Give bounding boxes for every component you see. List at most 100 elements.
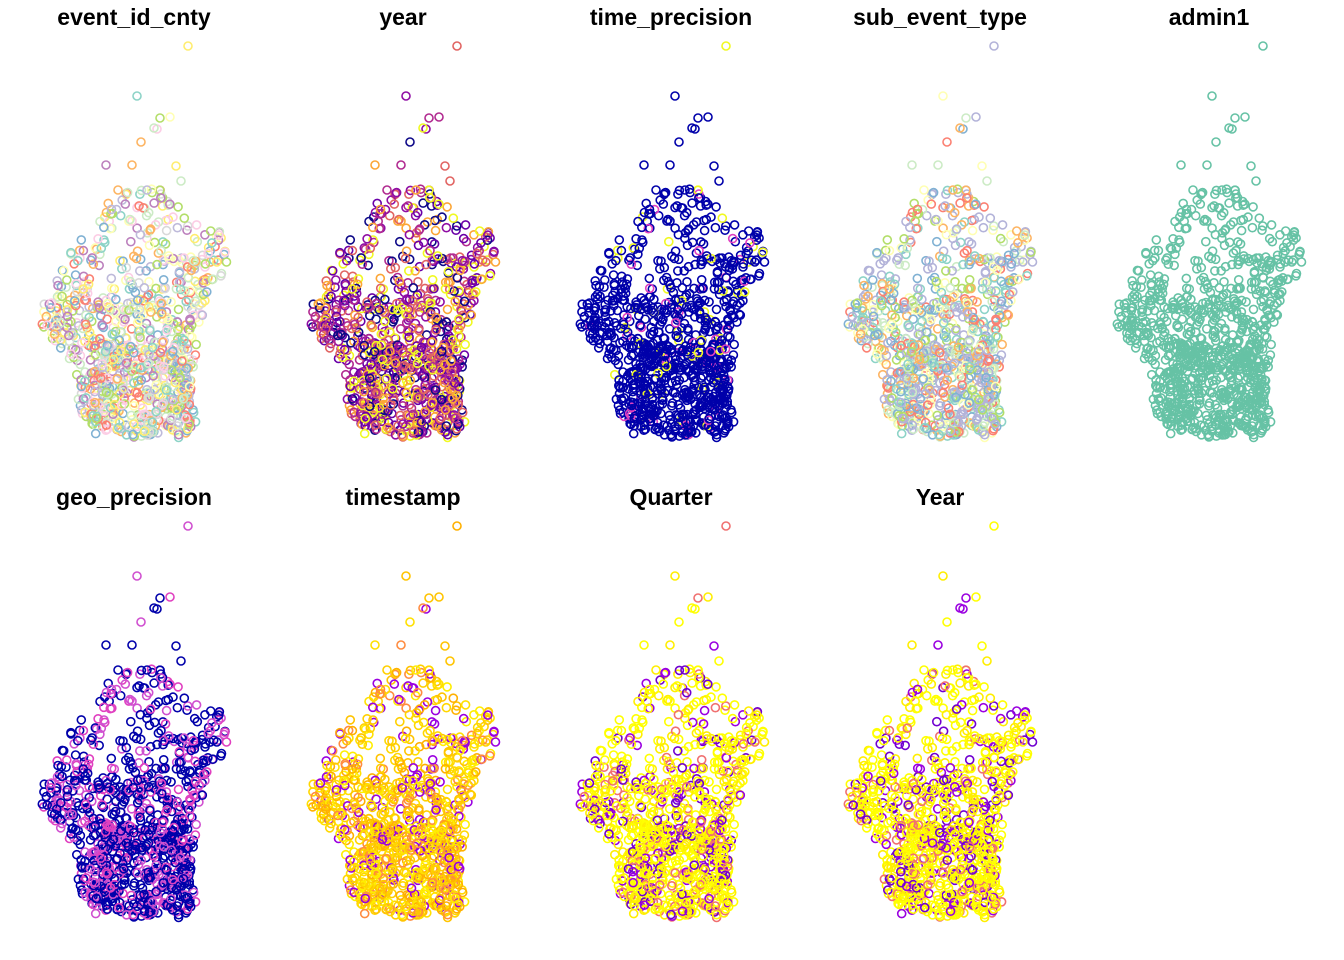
scatter-point [154, 296, 165, 307]
scatter-point [116, 346, 126, 356]
scatter-point [160, 283, 170, 294]
scatter-point [80, 376, 90, 387]
scatter-point [122, 187, 133, 198]
scatter-point [394, 236, 405, 247]
scatter-point [380, 294, 390, 305]
scatter-point [135, 254, 146, 265]
scatter-point [403, 266, 414, 276]
scatter-point [171, 161, 181, 171]
scatter-point [129, 419, 139, 429]
scatter-point [93, 297, 103, 307]
scatter-point [161, 385, 172, 395]
scatter-point [162, 325, 172, 335]
scatter-point [480, 257, 491, 267]
scatter-point [221, 257, 232, 267]
scatter-point [158, 365, 169, 375]
scatter-point [349, 367, 359, 377]
scatter-point [389, 275, 400, 286]
panel-year: year [306, 4, 501, 443]
scatter-point [166, 413, 176, 424]
scatter-point [139, 426, 150, 437]
scatter-point [114, 335, 125, 346]
scatter-point [200, 295, 210, 306]
scatter-point [106, 204, 117, 215]
scatter-point [120, 314, 130, 325]
scatter-point [69, 296, 80, 306]
scatter-point [99, 235, 109, 245]
scatter-point [64, 353, 75, 364]
scatter-point [174, 266, 185, 277]
scatter-point [95, 333, 105, 344]
scatter-point [42, 320, 53, 330]
scatter-point [448, 253, 458, 263]
scatter-point [136, 137, 146, 147]
scatter-point [62, 304, 73, 315]
scatter-point [152, 311, 162, 322]
scatter-point [173, 324, 183, 335]
scatter-point [181, 413, 191, 424]
scatter-point [177, 356, 187, 367]
scatter-point [115, 368, 125, 379]
scatter-point [141, 265, 151, 276]
scatter-point [347, 245, 358, 256]
scatter-point [90, 349, 101, 360]
scatter-point [451, 225, 461, 235]
scatter-point [112, 373, 123, 384]
scatter-point [183, 221, 193, 231]
scatter-point [62, 311, 73, 322]
scatter-point [180, 286, 190, 296]
scatter-point [118, 379, 128, 389]
scatter-point [120, 199, 131, 209]
scatter-point [91, 413, 101, 424]
scatter-point [173, 432, 184, 443]
scatter-point [128, 429, 138, 440]
scatter-point [135, 363, 146, 373]
scatter-point [168, 212, 178, 222]
scatter-point [390, 262, 401, 273]
scatter-point [95, 347, 106, 358]
scatter-point [183, 41, 193, 51]
scatter-point [404, 254, 415, 265]
scatter-point [200, 259, 211, 269]
scatter-point [197, 250, 208, 261]
scatter-point [151, 380, 161, 391]
scatter-point [78, 284, 89, 294]
scatter-point [422, 248, 433, 258]
scatter-point [85, 355, 96, 365]
scatter-point [169, 342, 179, 353]
scatter-point [114, 417, 125, 428]
scatter-point [158, 274, 169, 285]
scatter-point [327, 265, 338, 276]
scatter-point [52, 292, 63, 302]
scatter-point [152, 259, 162, 270]
scatter-point [134, 304, 145, 315]
scatter-point [182, 344, 193, 354]
scatter-point [158, 337, 168, 348]
scatter-point [149, 123, 159, 133]
scatter-point [451, 221, 462, 231]
scatter-point [157, 308, 167, 319]
scatter-point [175, 284, 186, 295]
scatter-point [128, 302, 138, 313]
scatter-point [214, 230, 224, 240]
scatter-point [146, 307, 156, 317]
scatter-point [45, 302, 56, 313]
scatter-point [171, 283, 182, 294]
scatter-point [212, 257, 222, 267]
scatter-point [145, 392, 155, 403]
scatter-point [107, 329, 118, 339]
scatter-point [142, 185, 152, 195]
scatter-point [71, 300, 81, 311]
scatter-point [308, 307, 318, 317]
scatter-point [449, 286, 459, 296]
scatter-point [353, 327, 364, 338]
scatter-point [46, 298, 57, 308]
scatter-point [90, 428, 101, 439]
scatter-point [73, 255, 83, 266]
scatter-point [156, 193, 166, 203]
scatter-point [208, 274, 218, 285]
scatter-point [102, 298, 113, 309]
scatter-point [138, 323, 149, 333]
scatter-point [368, 235, 378, 245]
scatter-point [132, 388, 142, 398]
